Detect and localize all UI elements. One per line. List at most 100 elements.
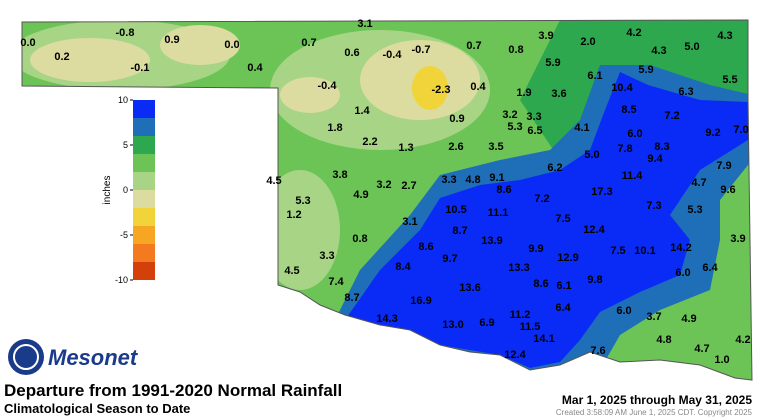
station-value: 11.2 bbox=[510, 309, 531, 321]
station-value: -2.3 bbox=[432, 84, 451, 96]
station-value: 1.4 bbox=[354, 105, 370, 117]
station-value: 13.6 bbox=[459, 282, 480, 294]
station-value: 7.8 bbox=[617, 143, 632, 155]
subtitle: Climatological Season to Date bbox=[4, 401, 190, 416]
station-value: 13.9 bbox=[481, 235, 502, 247]
station-value: 0.4 bbox=[247, 62, 263, 74]
station-value: 7.5 bbox=[555, 213, 570, 225]
legend-swatch bbox=[133, 226, 155, 244]
station-value: 4.9 bbox=[681, 313, 696, 325]
station-value: 4.3 bbox=[717, 30, 732, 42]
station-value: 4.8 bbox=[465, 174, 480, 186]
legend-swatch bbox=[133, 154, 155, 172]
station-value: 9.2 bbox=[705, 127, 720, 139]
legend-swatch bbox=[133, 100, 155, 118]
station-value: 6.0 bbox=[675, 267, 690, 279]
station-value: 0.4 bbox=[470, 81, 486, 93]
station-value: 14.3 bbox=[376, 313, 397, 325]
station-value: 5.0 bbox=[584, 149, 599, 161]
station-value: 7.5 bbox=[610, 245, 625, 257]
station-value: 9.8 bbox=[587, 274, 602, 286]
legend: 10 5 0 -5 -10 bbox=[115, 95, 155, 285]
station-value: 1.3 bbox=[398, 142, 413, 154]
station-value: -0.8 bbox=[116, 27, 135, 39]
legend-tick-label: 0 bbox=[123, 185, 128, 195]
station-value: 6.1 bbox=[556, 280, 571, 292]
station-value: 5.0 bbox=[684, 41, 699, 53]
station-value: 1.0 bbox=[714, 354, 729, 366]
station-value: 8.3 bbox=[654, 141, 669, 153]
station-value: 0.7 bbox=[466, 40, 481, 52]
station-value: 7.2 bbox=[664, 110, 679, 122]
station-value: 7.9 bbox=[716, 160, 731, 172]
station-value: 11.4 bbox=[622, 170, 644, 182]
station-value: 6.4 bbox=[702, 262, 718, 274]
station-value: 9.7 bbox=[442, 253, 457, 265]
legend-swatch bbox=[133, 118, 155, 136]
legend-tick-label: -10 bbox=[115, 275, 128, 285]
legend-tick-label: 5 bbox=[123, 140, 128, 150]
station-value: 13.0 bbox=[442, 319, 463, 331]
station-value: 7.0 bbox=[733, 124, 748, 136]
station-value: 0.8 bbox=[352, 233, 367, 245]
station-value: 3.6 bbox=[551, 88, 566, 100]
station-value: 3.9 bbox=[538, 30, 553, 42]
station-value: 0.9 bbox=[164, 34, 179, 46]
station-value: 0.6 bbox=[344, 47, 359, 59]
legend-tick-label: -5 bbox=[120, 230, 128, 240]
station-value: 13.3 bbox=[508, 262, 529, 274]
legend-swatch bbox=[133, 262, 155, 280]
station-value: 1.8 bbox=[327, 122, 342, 134]
station-value: 1.2 bbox=[286, 209, 301, 221]
station-value: 4.2 bbox=[626, 27, 641, 39]
station-value: 14.2 bbox=[670, 242, 691, 254]
station-value: 5.9 bbox=[638, 64, 653, 76]
station-value: 3.1 bbox=[357, 18, 372, 30]
legend-swatch bbox=[133, 172, 155, 190]
legend-label: inches bbox=[102, 176, 113, 205]
created: Created 3:58:09 AM June 1, 2025 CDT. Cop… bbox=[556, 408, 753, 417]
station-value: 9.1 bbox=[489, 172, 504, 184]
station-value: 11.1 bbox=[488, 207, 509, 219]
legend-swatch bbox=[133, 244, 155, 262]
station-value: 3.2 bbox=[376, 179, 391, 191]
station-value: 6.9 bbox=[479, 317, 494, 329]
station-value: 8.5 bbox=[621, 104, 636, 116]
station-value: 7.2 bbox=[534, 193, 549, 205]
station-value: 10.1 bbox=[634, 245, 655, 257]
station-value: 5.3 bbox=[687, 204, 702, 216]
station-value: 6.2 bbox=[547, 162, 562, 174]
station-value: 0.8 bbox=[508, 44, 523, 56]
station-value: 4.5 bbox=[266, 175, 281, 187]
logo-text: Mesonet bbox=[48, 345, 139, 370]
station-value: 8.6 bbox=[418, 241, 433, 253]
station-value: 8.7 bbox=[452, 225, 467, 237]
station-value: 8.6 bbox=[533, 278, 548, 290]
station-value: 17.3 bbox=[591, 186, 612, 198]
logo: Mesonet bbox=[8, 339, 139, 375]
station-value: 12.4 bbox=[504, 349, 526, 361]
station-value: 6.4 bbox=[555, 302, 571, 314]
station-value: 10.5 bbox=[445, 204, 466, 216]
station-value: 2.2 bbox=[362, 136, 377, 148]
station-value: 3.3 bbox=[319, 250, 334, 262]
station-value: 6.0 bbox=[627, 128, 642, 140]
station-value: 8.6 bbox=[496, 184, 511, 196]
station-value: 7.4 bbox=[328, 276, 344, 288]
station-value: 3.2 bbox=[502, 109, 517, 121]
station-value: 8.7 bbox=[344, 292, 359, 304]
station-value: 6.0 bbox=[616, 305, 631, 317]
station-value: -0.1 bbox=[131, 62, 150, 74]
station-value: 8.4 bbox=[395, 261, 411, 273]
station-value: 12.9 bbox=[557, 252, 578, 264]
station-value: 5.3 bbox=[507, 121, 522, 133]
station-value: 0.2 bbox=[54, 51, 69, 63]
station-value: 4.2 bbox=[735, 334, 750, 346]
station-value: 4.3 bbox=[651, 45, 666, 57]
station-value: 4.5 bbox=[284, 265, 299, 277]
station-value: 3.9 bbox=[730, 233, 745, 245]
station-value: 7.3 bbox=[646, 200, 661, 212]
station-value: 3.3 bbox=[526, 111, 541, 123]
station-value: -0.4 bbox=[318, 80, 338, 92]
